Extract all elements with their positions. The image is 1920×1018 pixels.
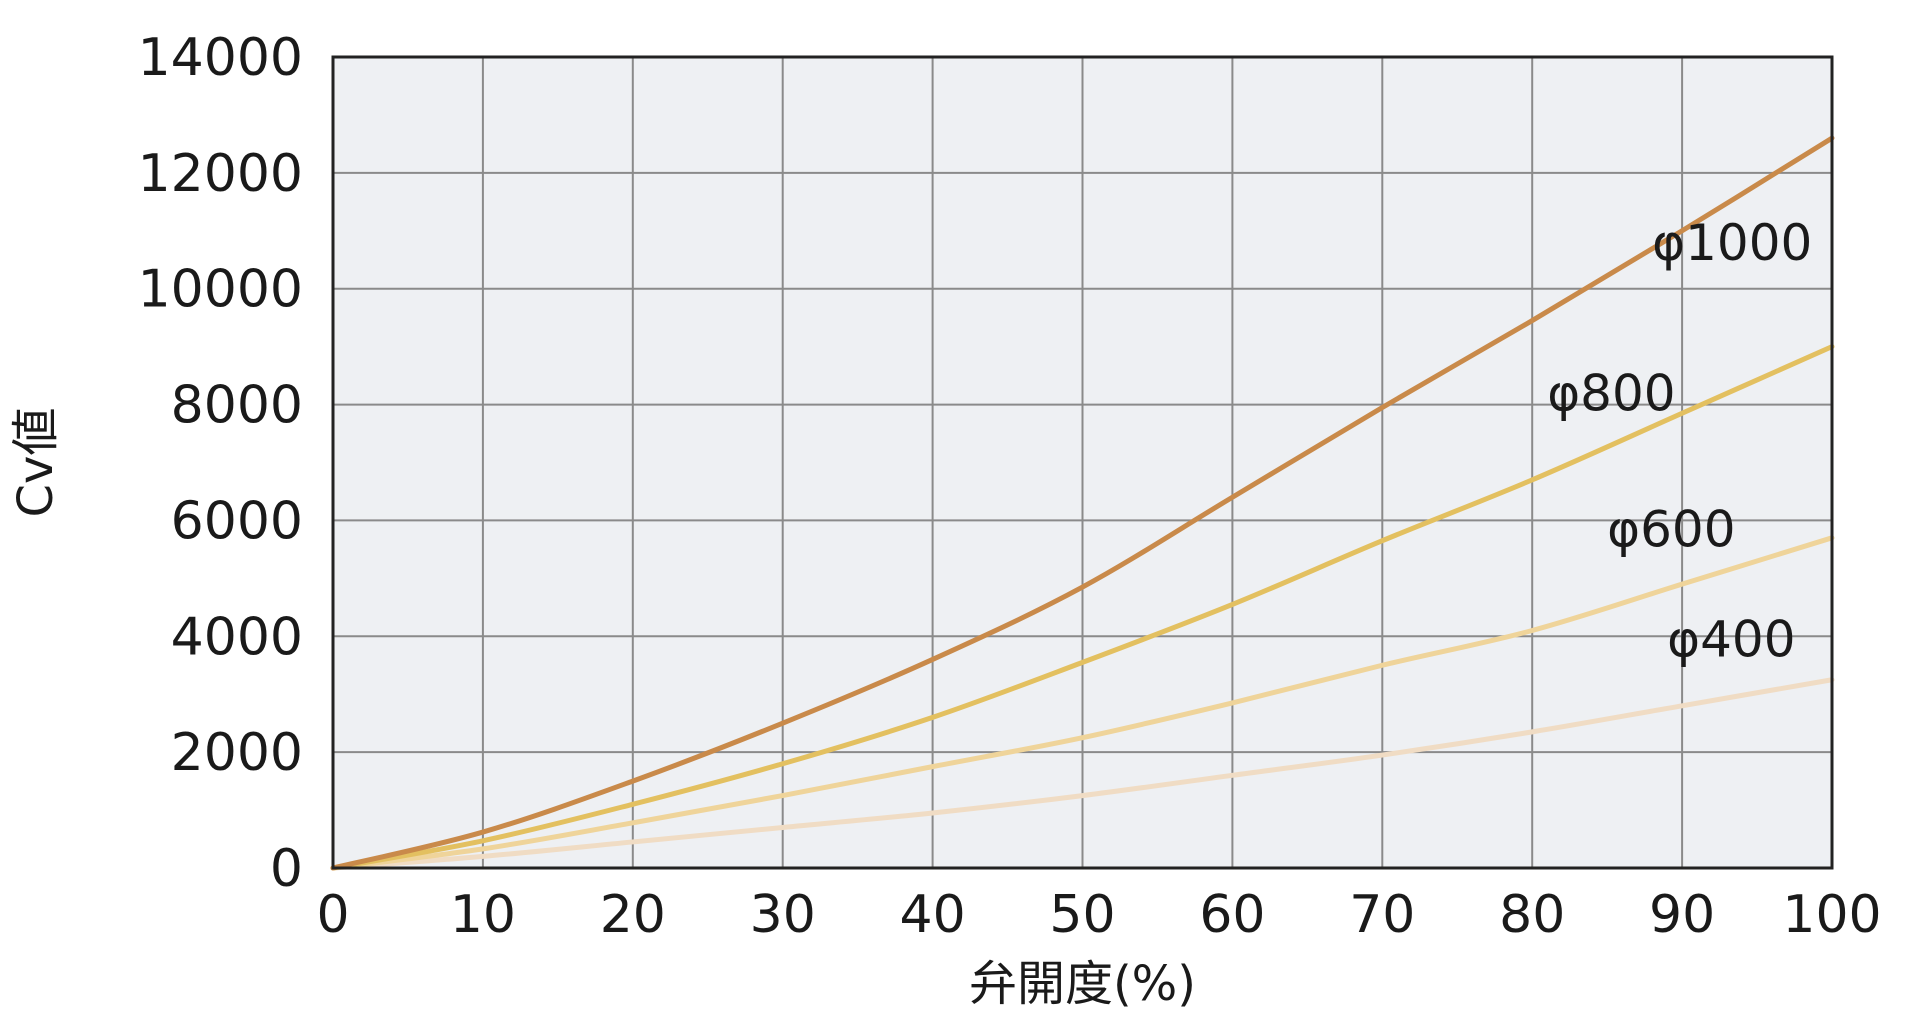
series-line: [330, 535, 1835, 871]
x-tick-label: 0: [316, 885, 349, 945]
series-label: φ400: [1667, 611, 1795, 669]
y-axis-title: Cv値: [8, 408, 64, 518]
y-tick-label: 4000: [171, 607, 303, 667]
x-tick-label: 10: [450, 885, 516, 945]
x-tick-label: 20: [600, 885, 666, 945]
y-tick-label: 2000: [171, 723, 303, 783]
x-tick-label: 70: [1349, 885, 1415, 945]
x-axis-title: 弁開度(%): [969, 956, 1196, 1012]
series-line: [330, 677, 1835, 871]
y-tick-label: 0: [270, 839, 303, 899]
x-tick-label: 40: [900, 885, 966, 945]
series-line: [330, 135, 1835, 871]
y-tick-label: 6000: [171, 491, 303, 551]
x-tick-label: 50: [1049, 885, 1115, 945]
series-label: φ600: [1607, 500, 1735, 558]
x-tick-labels: 0 10 20 30 40 50 60 70 80 90 100: [316, 885, 1881, 945]
y-tick-label: 8000: [171, 376, 303, 436]
x-tick-label: 100: [1782, 885, 1881, 945]
series-label: φ1000: [1652, 214, 1812, 272]
y-tick-label: 12000: [138, 144, 303, 204]
series-line: [330, 344, 1835, 871]
x-tick-label: 60: [1199, 885, 1265, 945]
series-label: φ800: [1547, 364, 1675, 422]
y-tick-label: 10000: [138, 260, 303, 320]
series-labels: φ1000 φ800 φ600 φ400: [1547, 214, 1812, 669]
x-tick-label: 90: [1649, 885, 1715, 945]
series-lines: [330, 135, 1835, 871]
y-tick-labels: 0 2000 4000 6000 8000 10000 12000 14000: [138, 28, 303, 899]
x-tick-label: 30: [750, 885, 816, 945]
plot-frame: [331, 55, 1834, 870]
y-tick-label: 14000: [138, 28, 303, 88]
x-tick-label: 80: [1499, 885, 1565, 945]
